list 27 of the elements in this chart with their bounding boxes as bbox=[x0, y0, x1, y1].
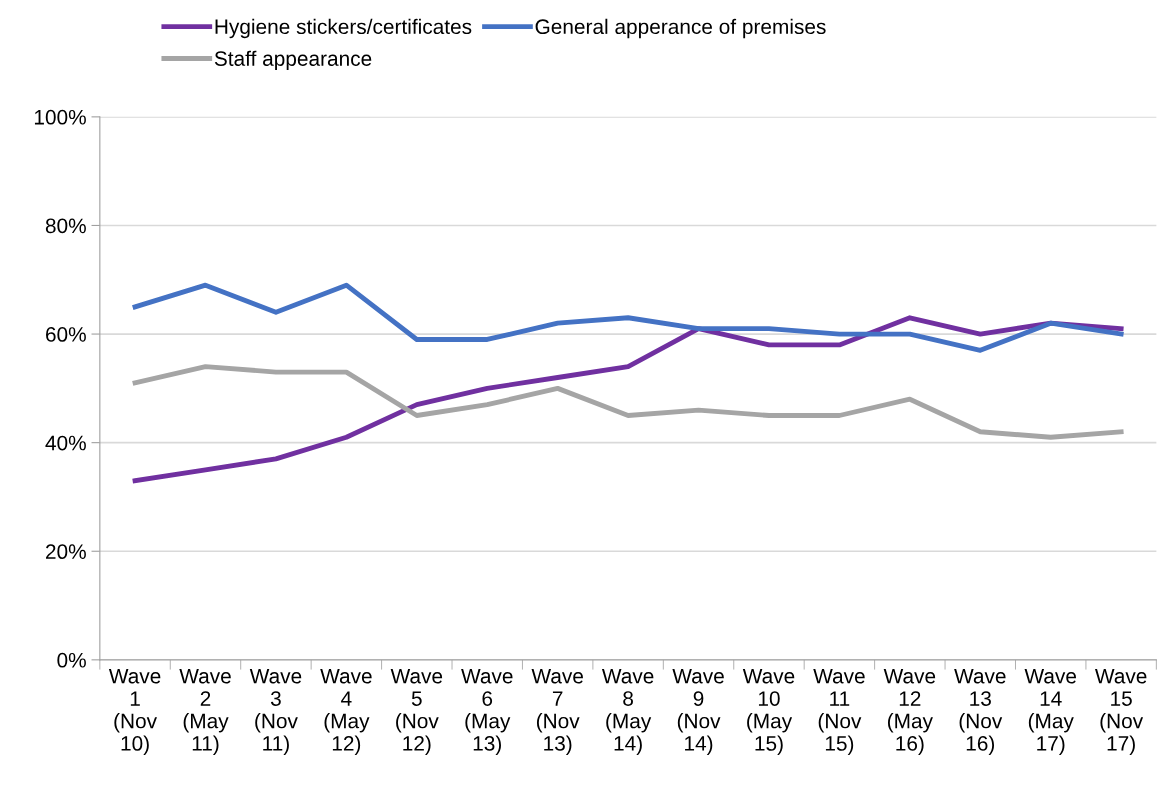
y-tick-label: 80% bbox=[45, 218, 86, 234]
y-tick-label: 20% bbox=[46, 544, 86, 560]
y-tick-label: 0% bbox=[57, 652, 86, 668]
line-series bbox=[132, 282, 1124, 353]
legend-label: Hygiene stickers/certificates bbox=[215, 18, 472, 39]
x-tick-label: Wave 5 (Nov 12) bbox=[390, 668, 443, 755]
x-tick-label: Wave 1 (Nov 10) bbox=[108, 668, 161, 755]
x-tick-label: Wave 14 (May 17) bbox=[1024, 668, 1077, 755]
x-tick-label: Wave 15 (Nov 17) bbox=[1094, 668, 1147, 755]
x-tick-label: Wave 3 (Nov 11) bbox=[249, 668, 302, 755]
x-tick-label: Wave 4 (May 12) bbox=[320, 668, 372, 755]
legend-label: General apperance of premises bbox=[535, 18, 826, 39]
x-tick-label: Wave 13 (Nov 16) bbox=[954, 668, 1006, 755]
x-tick-label: Wave 2 (May 11) bbox=[179, 668, 231, 755]
x-tick-label: Wave 6 (May 13) bbox=[461, 668, 513, 755]
y-tick-label: 100% bbox=[34, 109, 86, 125]
y-tick-label: 60% bbox=[46, 327, 86, 342]
x-tick-label: Wave 11 (Nov 15) bbox=[813, 668, 865, 755]
x-tick-label: Wave 8 (May 14) bbox=[601, 668, 654, 755]
legend-label: Staff appearance bbox=[214, 50, 372, 71]
line-series bbox=[132, 364, 1124, 440]
x-tick-label: Wave 10 (May 15) bbox=[742, 668, 795, 755]
y-tick-label: 40% bbox=[45, 435, 86, 451]
line-series bbox=[132, 315, 1124, 484]
x-tick-label: Wave 12 (May 16) bbox=[883, 668, 936, 755]
x-tick-label: Wave 9 (Nov 14) bbox=[672, 668, 724, 755]
x-tick-label: Wave 7 (Nov 13) bbox=[531, 668, 583, 755]
